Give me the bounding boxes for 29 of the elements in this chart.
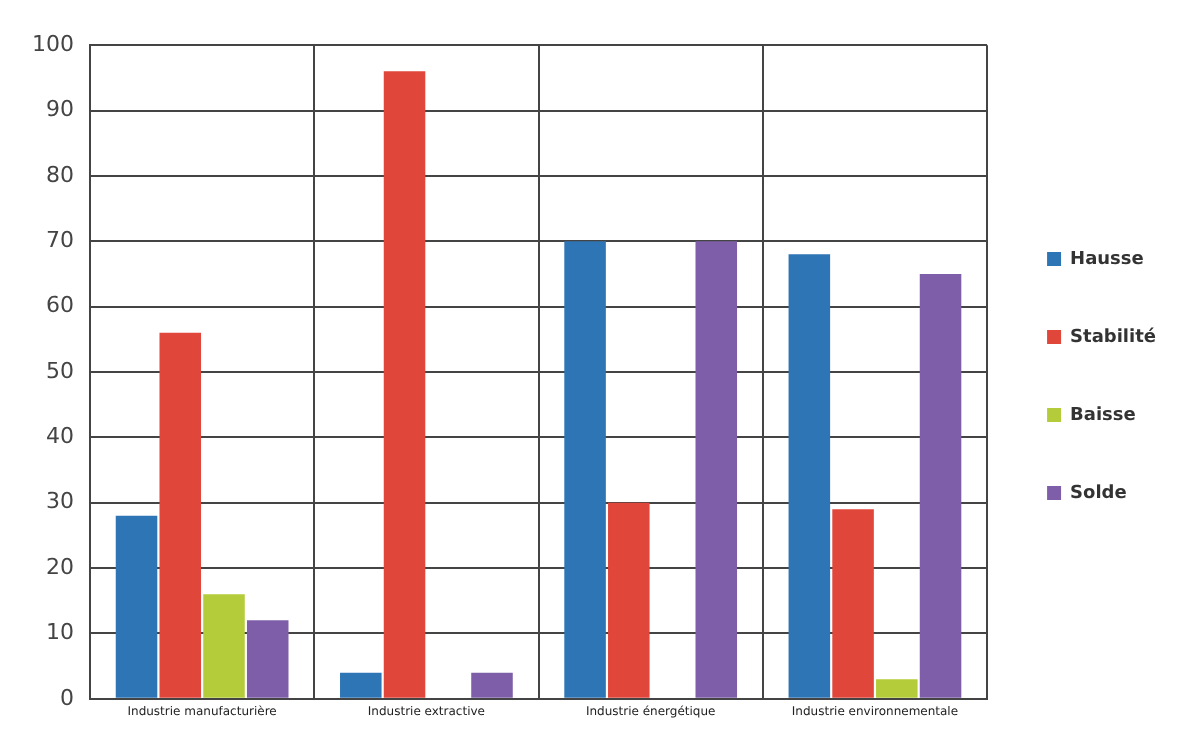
y-tick-label: 100 (31, 30, 74, 57)
legend-label: Solde (1070, 483, 1127, 504)
bar (340, 672, 382, 698)
bar (695, 241, 738, 698)
legend-label: Baisse (1070, 405, 1136, 426)
bar (203, 594, 245, 698)
y-tick-label: 70 (45, 227, 74, 253)
y-tick-label: 30 (45, 488, 74, 515)
bar (919, 273, 962, 698)
y-tick-label: 10 (45, 619, 74, 646)
y-tick-label: 50 (45, 357, 74, 384)
bar (788, 254, 831, 698)
legend-label: Hausse (1070, 249, 1144, 270)
bar (383, 71, 426, 698)
bar (608, 502, 650, 698)
bar (159, 332, 202, 698)
y-tick-label: 60 (45, 292, 74, 319)
bar (832, 509, 874, 698)
y-tick-label: 20 (45, 553, 74, 580)
y-tick-label: 40 (45, 423, 74, 450)
y-tick-label: 80 (45, 161, 74, 188)
bar (246, 620, 289, 698)
bar (115, 515, 158, 698)
y-tick-label: 90 (45, 96, 74, 123)
bar (876, 679, 918, 698)
bar (564, 241, 606, 698)
y-tick-label: 0 (59, 684, 74, 711)
legend-label: Stabilité (1070, 325, 1157, 348)
bar (471, 672, 513, 698)
